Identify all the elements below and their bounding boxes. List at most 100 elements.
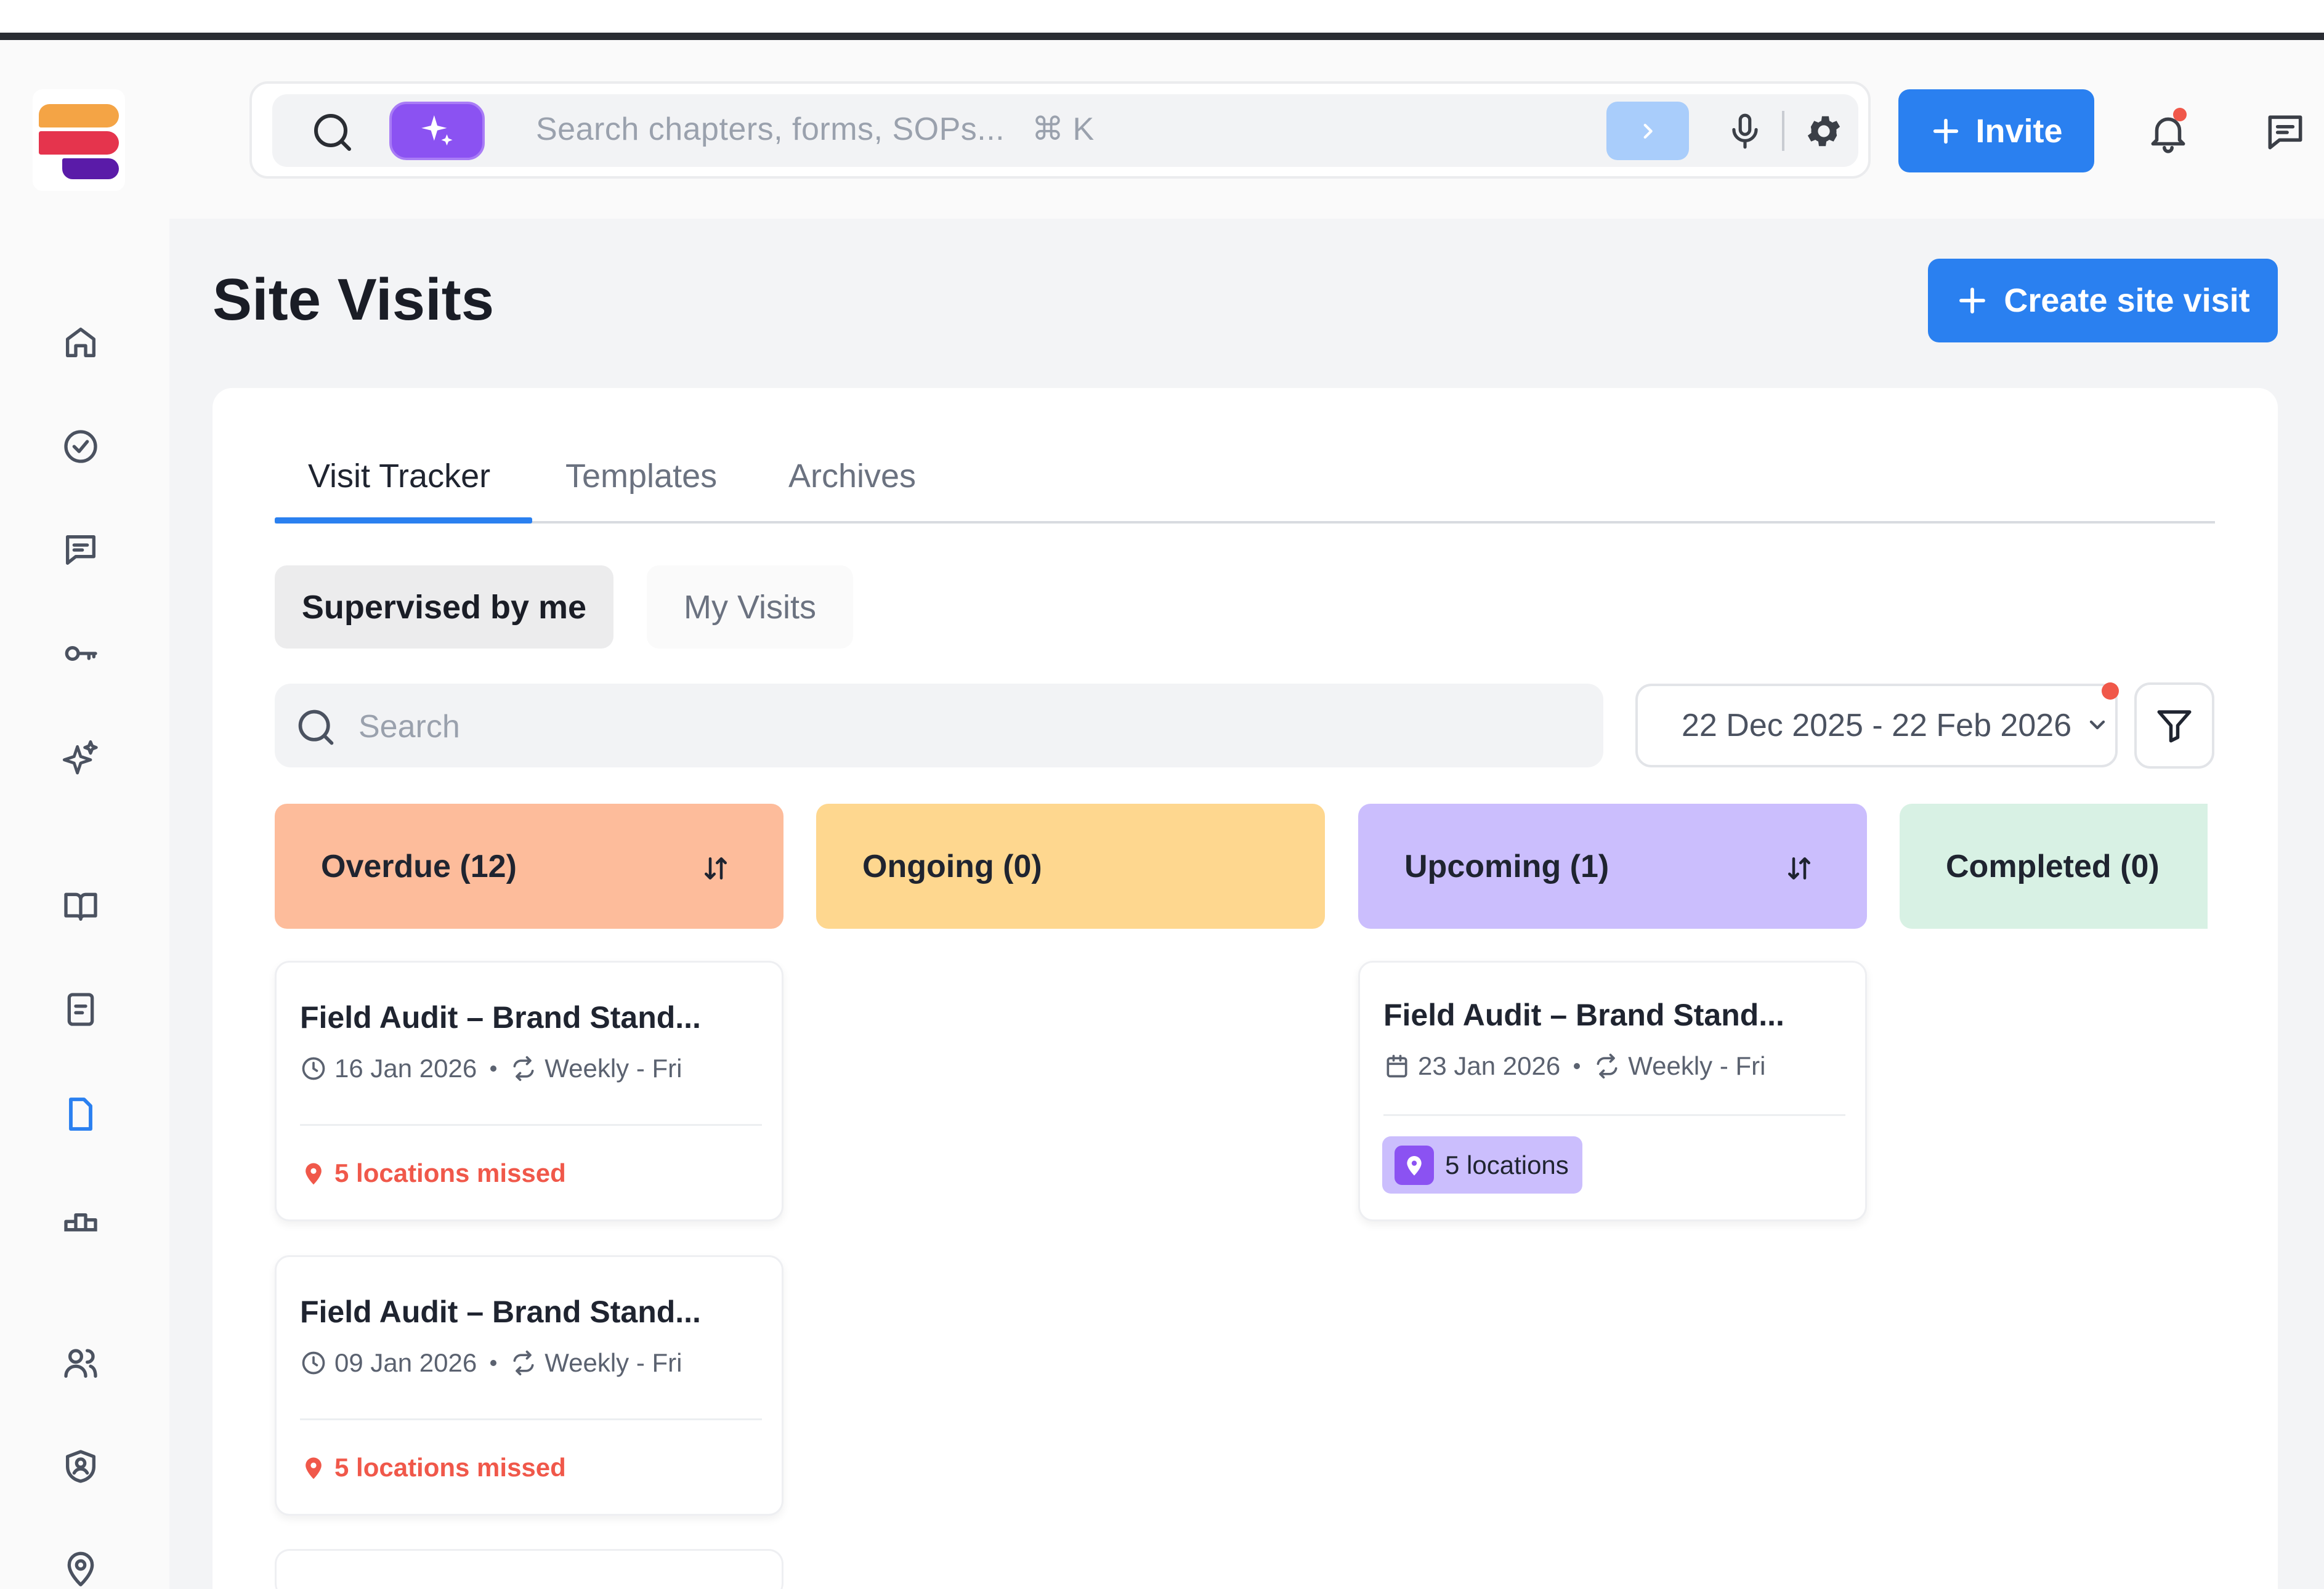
column-overdue-label: Overdue (12) — [321, 849, 517, 884]
visit-card-title: Field Audit – Brand Stand... — [300, 1000, 701, 1035]
sidebar-item-forms[interactable] — [48, 977, 113, 1041]
column-upcoming-header[interactable]: Upcoming (1) — [1358, 804, 1867, 929]
repeat-icon — [513, 1350, 534, 1376]
sidebar-item-leaderboard[interactable] — [48, 1186, 113, 1250]
book-icon — [63, 892, 97, 921]
search-icon[interactable] — [289, 102, 376, 163]
card-divider — [300, 1418, 762, 1420]
visit-card[interactable] — [275, 1549, 783, 1589]
column-completed-header[interactable]: Completed (0) — [1900, 804, 2208, 929]
sidebar-item-ai[interactable] — [48, 726, 113, 790]
logo-bar-purple — [62, 158, 119, 179]
location-pin-icon — [1395, 1145, 1434, 1185]
visit-card-meta: 23 Jan 2026 Weekly - Fri — [1383, 1051, 1765, 1081]
sort-icon[interactable] — [1778, 847, 1821, 890]
sidebar-item-messages[interactable] — [48, 517, 113, 582]
repeat-icon — [513, 1056, 534, 1082]
sidebar-item-locations[interactable] — [48, 1537, 113, 1589]
search-divider — [1782, 111, 1784, 151]
ai-assistant-button[interactable] — [389, 102, 485, 160]
chat-icon — [2268, 115, 2302, 150]
visit-card-recurrence: Weekly - Fri — [1628, 1051, 1766, 1080]
repeat-icon — [1597, 1053, 1617, 1079]
invite-button[interactable]: Invite — [1898, 89, 2094, 172]
create-site-visit-button[interactable]: Create site visit — [1928, 259, 2278, 342]
gear-icon — [1807, 116, 1840, 147]
search-submit-button[interactable] — [1606, 102, 1689, 160]
visit-card-status: 5 locations missed — [300, 1453, 566, 1482]
visit-card-status-text: 5 locations missed — [334, 1453, 566, 1482]
microphone-button[interactable] — [1707, 97, 1783, 165]
sidebar-item-users[interactable] — [48, 1330, 113, 1395]
global-search-field[interactable] — [272, 94, 1858, 167]
column-ongoing-header[interactable]: Ongoing (0) — [816, 804, 1325, 929]
bell-icon — [2151, 117, 2185, 153]
visit-card-recurrence: Weekly - Fri — [545, 1348, 682, 1377]
messages-button[interactable] — [2254, 99, 2316, 166]
tab-visit-tracker[interactable]: Visit Tracker — [308, 458, 491, 495]
meta-separator — [1574, 1063, 1581, 1069]
sort-icon[interactable] — [694, 847, 737, 890]
users-icon — [63, 1348, 97, 1378]
sidebar-item-site-visits[interactable] — [48, 1082, 113, 1146]
visit-card[interactable]: Field Audit – Brand Stand... 16 Jan 2026… — [275, 961, 783, 1221]
logo-bar-red — [39, 131, 119, 155]
key-icon — [65, 645, 97, 661]
sidebar-item-tasks[interactable] — [48, 414, 113, 479]
chevron-down-icon — [2082, 710, 2113, 740]
logo-bar-orange — [39, 104, 119, 127]
active-tab-indicator — [275, 517, 532, 524]
column-completed-label: Completed (0) — [1946, 849, 2160, 884]
date-range-select[interactable] — [1635, 684, 2118, 767]
segment-supervised-by-me[interactable]: Supervised by me — [275, 565, 613, 649]
visit-search-placeholder: Search — [358, 709, 460, 745]
message-icon — [65, 535, 95, 565]
visit-search-input[interactable] — [275, 684, 1603, 767]
plus-icon — [1959, 288, 1986, 313]
microphone-icon — [1732, 113, 1758, 149]
notification-badge — [2173, 108, 2187, 121]
locations-chip[interactable]: 5 locations — [1382, 1136, 1582, 1194]
filter-icon — [2157, 710, 2192, 743]
tab-archives[interactable]: Archives — [788, 458, 917, 495]
location-pin-icon — [306, 1163, 322, 1185]
sidebar-item-security[interactable] — [48, 1434, 113, 1498]
tab-templates[interactable]: Templates — [565, 458, 718, 495]
sparkles-icon — [62, 740, 98, 774]
document-icon — [67, 992, 94, 1026]
sparkle-icon — [421, 115, 453, 145]
column-overdue-header[interactable]: Overdue (12) — [275, 804, 783, 929]
sidebar-item-access[interactable] — [48, 621, 113, 685]
window-top-border — [0, 33, 2324, 40]
plus-icon — [1933, 118, 1959, 144]
create-site-visit-label: Create site visit — [2004, 282, 2250, 319]
sidebar-item-library[interactable] — [48, 873, 113, 938]
clock-icon — [302, 1351, 325, 1375]
clock-icon — [302, 1057, 325, 1080]
visit-card[interactable]: Field Audit – Brand Stand... 09 Jan 2026… — [275, 1255, 783, 1516]
search-shortcut-hint: ⌘ K — [1032, 111, 1095, 147]
sidebar-item-home[interactable] — [48, 310, 113, 374]
global-search-placeholder: Search chapters, forms, SOPs... — [536, 111, 1005, 147]
notifications-button[interactable] — [2137, 99, 2199, 166]
meta-separator — [490, 1065, 497, 1072]
meta-separator — [490, 1360, 497, 1366]
column-upcoming-label: Upcoming (1) — [1404, 849, 1609, 884]
segment-my-visits[interactable]: My Visits — [647, 565, 853, 649]
visit-card-status-text: 5 locations missed — [334, 1158, 566, 1187]
filter-button[interactable] — [2134, 682, 2214, 769]
home-icon — [65, 327, 95, 357]
visit-card-status: 5 locations missed — [300, 1158, 566, 1188]
date-range-value: 22 Dec 2025 - 22 Feb 2026 — [1682, 708, 2072, 743]
visit-card-date: 23 Jan 2026 — [1418, 1051, 1561, 1080]
shield-user-icon — [65, 1449, 95, 1483]
app-logo[interactable] — [33, 89, 125, 191]
visit-card-recurrence: Weekly - Fri — [545, 1054, 682, 1083]
file-icon — [68, 1097, 92, 1131]
column-ongoing-label: Ongoing (0) — [862, 849, 1042, 884]
locations-chip-label: 5 locations — [1445, 1150, 1569, 1179]
location-pin-icon — [67, 1551, 94, 1587]
check-circle-icon — [63, 429, 97, 463]
visit-card[interactable]: Field Audit – Brand Stand... 23 Jan 2026… — [1358, 961, 1867, 1221]
search-settings-button[interactable] — [1788, 97, 1860, 165]
